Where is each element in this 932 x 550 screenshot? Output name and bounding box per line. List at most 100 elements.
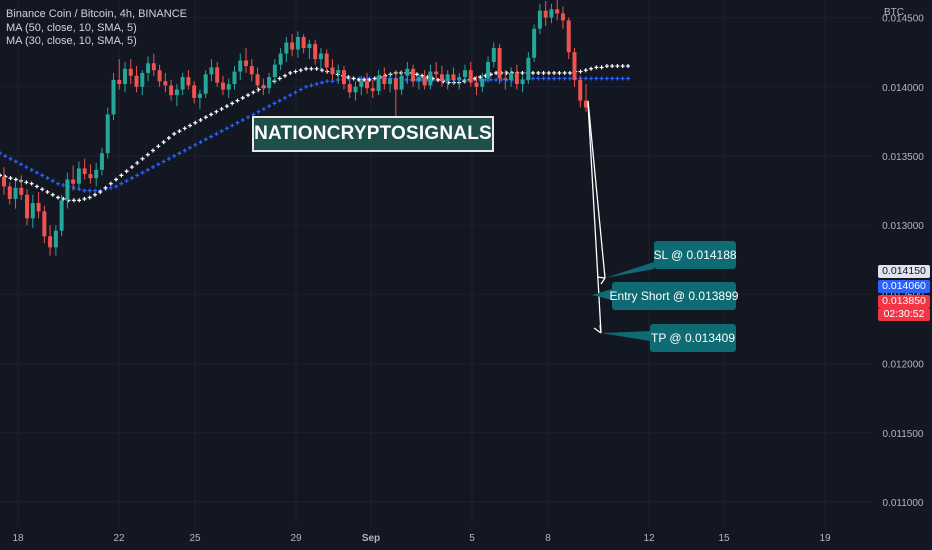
candle-body [186,77,191,86]
ma-point [356,77,361,82]
ma-point [24,180,29,185]
candle-body [543,10,548,18]
ma-point [3,154,8,158]
candle-body [324,53,329,68]
ma-point [98,189,103,194]
candle-body [59,200,64,231]
ma-point [351,76,356,81]
ma-point [92,188,97,193]
chart-legend: Binance Coin / Bitcoin, 4h, BINANCE MA (… [6,8,187,49]
candle-body [255,74,260,86]
candle-body [203,74,208,94]
ma-point [129,176,134,181]
ma-point [246,115,251,120]
candle-body [313,43,318,60]
ma-point [129,165,134,170]
ma-point [219,129,224,134]
ma-point [583,76,588,81]
ma-point [50,178,55,183]
ma-point [0,173,2,178]
price-axis: 0.0175000.0170000.0165000.0160000.015500… [882,14,924,509]
candle-body [307,43,312,49]
ma-point [367,77,372,82]
ma-point [235,98,240,103]
ma-point [494,70,499,75]
ma-30-legend[interactable]: MA (30, close, 10, SMA, 5) [6,35,137,47]
ma-point [325,79,330,84]
ma-point [108,181,113,186]
candle-body [428,71,433,86]
ma-point [304,66,309,71]
ma-point [293,90,298,95]
candle-body [71,179,76,184]
candle-body [76,168,81,184]
ma-point [325,69,330,74]
entry-callout-pointer [592,289,612,300]
ma-point [261,106,266,111]
candle-body [290,42,295,50]
time-tick-label: 22 [113,533,125,544]
candle-body [48,236,53,248]
ma-point [203,115,208,120]
ma-point [599,76,604,81]
candle-body [220,82,225,90]
ma-point [599,65,604,70]
candle-body [336,70,341,73]
ma-point [40,173,45,178]
ma-point [87,195,92,200]
candle-body [111,79,116,115]
ma-point [536,76,541,81]
ma-point [214,131,219,136]
ma-point [620,64,625,69]
time-tick-label: 15 [718,533,730,544]
ma-point [488,77,493,82]
candle-body [249,66,254,75]
time-tick-label: 29 [290,533,302,544]
entry-callout: Entry Short @ 0.013899 [610,282,738,310]
ma-point [114,184,119,189]
price-label-grey: 0.014150 [878,265,930,278]
candle-body [140,72,145,87]
ma-point [610,76,615,81]
ma-point [45,176,50,181]
candle-body [560,13,565,21]
candle-body [244,60,249,67]
ma-point [161,140,166,145]
sl-callout: SL @ 0.014188 [653,241,737,269]
ma-point [40,187,45,192]
ma-point [161,159,166,164]
tp-callout-pointer [601,331,650,341]
ma-point [45,189,50,194]
ma-point [119,181,124,186]
ma-point [304,84,309,89]
ma-50-legend[interactable]: MA (50, close, 10, SMA, 5) [6,21,137,34]
candle-body [584,100,588,108]
candle-body [347,84,352,93]
candle-body [36,203,41,212]
trade-arrows [587,100,654,341]
candle-body [105,114,110,154]
candle-body [146,63,151,73]
ma-point [298,87,303,92]
ma-point [583,68,588,73]
candle-body [422,77,427,86]
ma-point [557,76,562,81]
ma-point [536,70,541,75]
ma-point [626,64,630,69]
candle-body [353,86,358,93]
candle-body [123,68,128,85]
candle-body [295,36,300,50]
ma-point [8,176,13,181]
ma-point [494,77,499,82]
ma-point [156,162,161,167]
ma-point [198,140,203,145]
symbol-title[interactable]: Binance Coin / Bitcoin, 4h, BINANCE [6,8,187,20]
ma-point [552,70,557,75]
candle-body [451,74,456,80]
time-tick-label: 25 [189,533,201,544]
candle-body [388,78,393,85]
ma-point [29,181,34,186]
ma-point [615,76,620,81]
ma-point [293,69,298,74]
